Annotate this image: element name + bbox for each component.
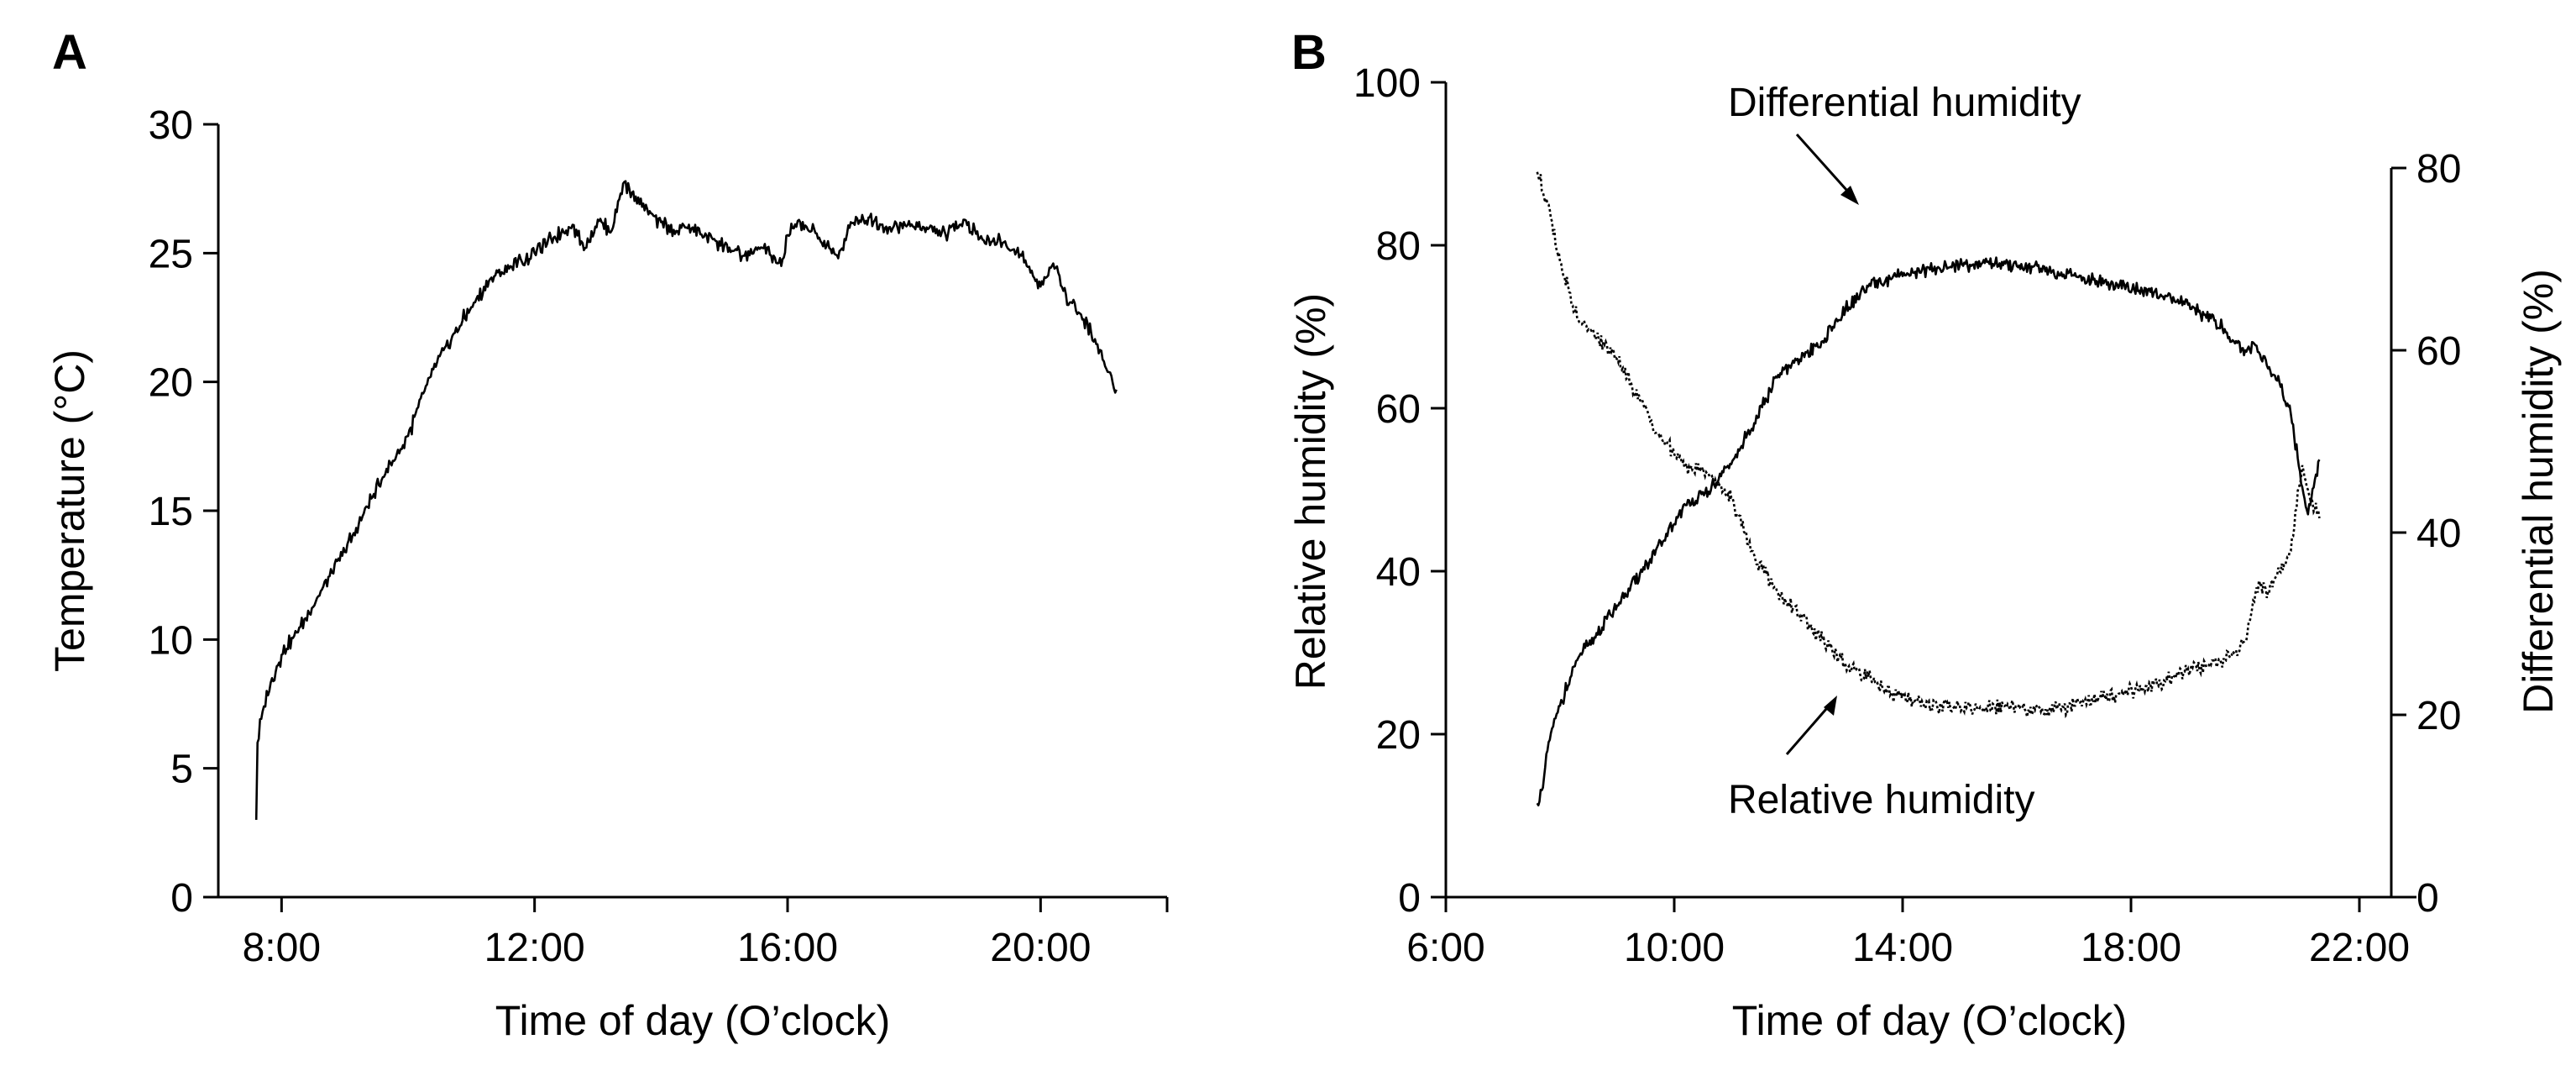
panel-a-y-tick-label: 5 bbox=[170, 748, 193, 792]
panel-b-y2-axis-title: Differential humidity (%) bbox=[2515, 269, 2562, 714]
panel-b-y2-tick-label: 20 bbox=[2416, 694, 2461, 738]
panel-b-y2-ticks: 0 20 40 60 80 bbox=[2391, 147, 2461, 921]
annotation-arrow-relative bbox=[1785, 701, 1834, 755]
panel-a-x-ticks: 8:00 12:00 16:00 20:00 bbox=[243, 897, 1169, 970]
panel-b-x-tick-label: 10:00 bbox=[1624, 926, 1725, 970]
panel-b-y-axis-title: Relative humidity (%) bbox=[1287, 293, 1334, 690]
panel-a-y-tick-label: 25 bbox=[149, 232, 193, 276]
panel-b-x-tick-label: 6:00 bbox=[1406, 926, 1484, 970]
annotation-differential-humidity: Differential humidity bbox=[1728, 81, 2081, 125]
annotation-arrowhead-relative bbox=[1824, 696, 1837, 716]
panel-a-x-tick-label: 20:00 bbox=[990, 926, 1091, 970]
panel-a-x-tick-label: 16:00 bbox=[737, 926, 838, 970]
panel-a-letter: A bbox=[52, 25, 87, 80]
differential-humidity-series-line bbox=[1536, 256, 2321, 806]
annotation-relative-humidity: Relative humidity bbox=[1728, 778, 2034, 822]
panel-b-y2-tick-label: 80 bbox=[2416, 147, 2461, 192]
annotation-arrowhead-differential bbox=[1840, 186, 1859, 205]
panel-b-y2-tick-label: 40 bbox=[2416, 512, 2461, 556]
panel-b-y-tick-label: 0 bbox=[1398, 876, 1421, 921]
panel-b-x-tick-label: 22:00 bbox=[2309, 926, 2410, 970]
panel-b-y-tick-label: 20 bbox=[1376, 713, 1421, 758]
panel-a-x-tick-label: 8:00 bbox=[243, 926, 321, 970]
panel-b-y-tick-label: 100 bbox=[1353, 61, 1421, 106]
panel-a-series bbox=[254, 180, 1118, 821]
panel-b-y-tick-label: 60 bbox=[1376, 387, 1421, 432]
panel-a-y-ticks: 0 5 10 15 20 25 30 bbox=[149, 103, 218, 921]
panel-a-y-tick-label: 10 bbox=[149, 618, 193, 663]
panel-b-y-tick-label: 40 bbox=[1376, 550, 1421, 595]
panel-a-y-tick-label: 30 bbox=[149, 103, 193, 148]
panel-b-letter: B bbox=[1291, 25, 1327, 80]
annotation-arrow-differential bbox=[1795, 133, 1856, 200]
panel-b: B 0 20 40 60 80 100 0 20 40 60 80 6:00 10:00 14:00 1… bbox=[1287, 25, 2562, 1044]
panel-b-y2-tick-label: 60 bbox=[2416, 329, 2461, 374]
panel-b-x-tick-label: 14:00 bbox=[1852, 926, 1953, 970]
panel-b-x-ticks: 6:00 10:00 14:00 18:00 22:00 bbox=[1406, 897, 2410, 970]
temperature-series-line bbox=[254, 180, 1118, 821]
panel-b-x-tick-label: 18:00 bbox=[2081, 926, 2181, 970]
panel-a-y-axis-title: Temperature (°C) bbox=[46, 349, 93, 672]
panel-a: A 0 5 10 15 20 25 30 8:00 12:00 16:00 20:00 Tempe… bbox=[46, 25, 1169, 1044]
panel-b-series bbox=[1536, 171, 2321, 806]
panel-b-y2-tick-label: 0 bbox=[2416, 876, 2439, 921]
panel-a-y-tick-label: 15 bbox=[149, 490, 193, 534]
panel-a-y-tick-label: 0 bbox=[170, 876, 193, 921]
panel-b-x-axis-title: Time of day (O’clock) bbox=[1732, 997, 2127, 1044]
panel-b-y-tick-label: 80 bbox=[1376, 224, 1421, 269]
panel-a-x-tick-label: 12:00 bbox=[484, 926, 585, 970]
relative-humidity-series-line bbox=[1536, 171, 2321, 719]
panel-b-y-ticks: 0 20 40 60 80 100 bbox=[1353, 61, 1446, 921]
panel-a-y-tick-label: 20 bbox=[149, 361, 193, 406]
panel-a-x-axis-title: Time of day (O’clock) bbox=[495, 997, 890, 1044]
